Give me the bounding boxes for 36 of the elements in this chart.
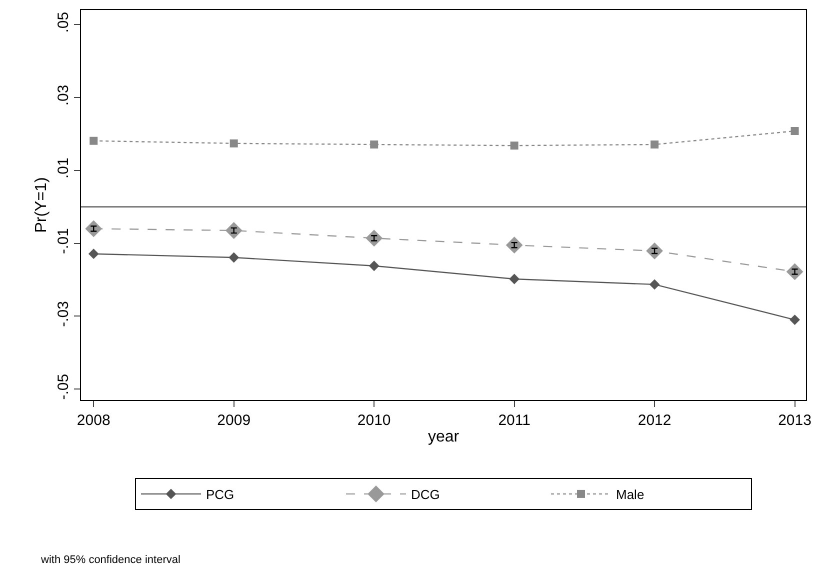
x-tick-label: 2010 (357, 412, 391, 429)
point (650, 140, 659, 148)
x-tick-label: 2012 (638, 412, 672, 429)
point (370, 140, 378, 148)
x-tick-label: 2011 (498, 412, 530, 429)
y-tick-label: -.03 (55, 300, 72, 327)
y-tick-label: .03 (55, 84, 72, 106)
point (509, 274, 520, 284)
point (790, 314, 800, 326)
x-tick-label: 2009 (217, 412, 251, 429)
point (85, 220, 102, 238)
x-tick-label: 2008 (76, 412, 110, 429)
y-tick-label: .05 (55, 12, 72, 33)
legend-label: PCG (206, 487, 234, 502)
y-tick-label: .01 (55, 158, 72, 179)
point (510, 142, 518, 150)
point (88, 248, 99, 260)
point (225, 222, 242, 239)
point (90, 136, 98, 145)
legend-label: Male (616, 487, 644, 502)
point (649, 279, 660, 290)
y-tick-label: -.05 (55, 374, 72, 400)
text: with 95% confidence interval (40, 554, 180, 566)
point (790, 127, 799, 136)
legend-label: DCG (411, 487, 440, 502)
x-axis-title: year (428, 428, 460, 446)
y-tick-label: -.01 (55, 228, 72, 254)
point (646, 242, 663, 260)
y-axis-title: Pr(Y=1) (32, 177, 50, 233)
point (786, 263, 804, 280)
point (366, 230, 383, 247)
point (368, 260, 380, 272)
x-tick-label: 2013 (778, 412, 812, 429)
point (230, 139, 238, 148)
point (506, 236, 523, 254)
point (228, 252, 240, 263)
